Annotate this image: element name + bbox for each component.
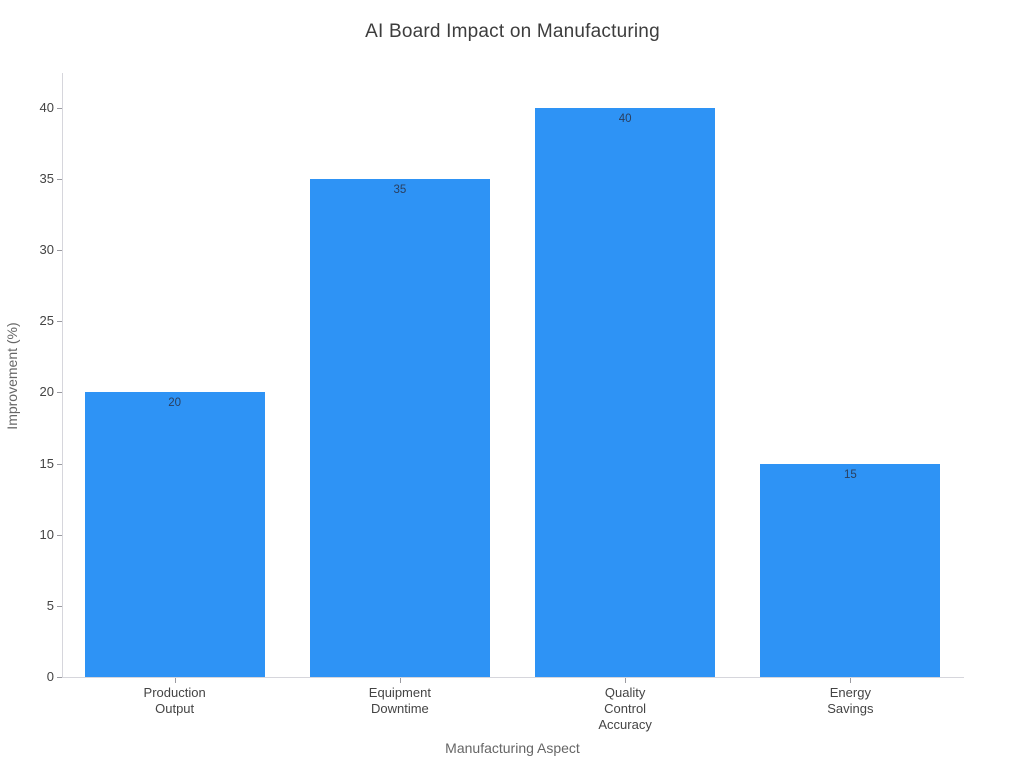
x-tick-label-line: Downtime (370, 701, 429, 716)
y-axis-tick (57, 463, 62, 465)
y-tick-label: 25 (39, 313, 54, 329)
bar-value-label: 40 (618, 112, 632, 125)
bar-value-label: 20 (168, 397, 181, 410)
x-axis-tick (174, 678, 176, 683)
x-tick-label-line: Accuracy (598, 717, 652, 732)
y-axis-tick (57, 321, 62, 323)
x-tick-label-line: Quality (604, 685, 646, 700)
x-axis-tick (625, 678, 627, 683)
x-axis-tick (399, 678, 401, 683)
bar (309, 178, 490, 677)
y-tick-label: 20 (39, 384, 54, 400)
x-tick-label-line: Production (143, 685, 206, 700)
x-tick-label: Equipment Downtime (287, 685, 512, 717)
y-axis-tick (57, 392, 62, 394)
y-tick-label: 15 (39, 455, 54, 471)
y-axis-line (62, 73, 63, 678)
bar (535, 107, 716, 677)
x-tick-label-line: Energy (829, 685, 871, 700)
y-axis-tick (57, 605, 62, 607)
x-tick-label: Energy Savings (738, 685, 963, 717)
y-axis-tick (57, 677, 62, 678)
y-axis-tick (57, 107, 62, 109)
bar (760, 463, 941, 677)
x-tick-label-line: Control (604, 701, 647, 716)
y-tick-label: 10 (39, 526, 54, 542)
x-axis-line (62, 677, 964, 678)
bar-value-label: 15 (843, 468, 857, 481)
y-tick-label: 30 (39, 242, 54, 258)
x-tick-label-line: Output (155, 701, 195, 716)
x-tick-label-line: Equipment (368, 685, 431, 700)
y-axis-tick (57, 534, 62, 536)
y-tick-label: 40 (39, 99, 54, 115)
x-tick-label: Production Output (62, 685, 287, 717)
x-axis-title: Manufacturing Aspect (445, 740, 580, 756)
y-axis-tick (57, 250, 62, 252)
chart-title: AI Board Impact on Manufacturing (365, 21, 660, 42)
y-tick-label: 35 (39, 170, 54, 186)
x-axis-tick (850, 678, 852, 683)
bar (84, 392, 265, 677)
y-tick-label: 0 (46, 669, 54, 684)
y-tick-label: 5 (46, 597, 54, 613)
y-axis-tick (57, 178, 62, 180)
x-tick-label-line: Savings (827, 701, 874, 716)
x-tick-label: Quality Control Accuracy (513, 685, 738, 733)
bar-value-label: 35 (393, 183, 407, 196)
